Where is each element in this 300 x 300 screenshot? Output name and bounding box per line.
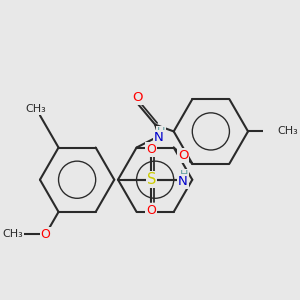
Text: O: O (146, 143, 156, 156)
Text: O: O (146, 204, 156, 217)
Text: O: O (132, 92, 142, 104)
Text: N: N (154, 131, 164, 144)
Text: O: O (178, 149, 188, 162)
Text: N: N (178, 175, 188, 188)
Text: CH₃: CH₃ (278, 126, 298, 136)
Text: S: S (147, 172, 156, 187)
Text: O: O (40, 228, 50, 241)
Text: CH₃: CH₃ (2, 230, 23, 239)
Text: CH₃: CH₃ (25, 104, 46, 114)
Text: H: H (180, 170, 188, 180)
Text: H: H (157, 128, 165, 137)
